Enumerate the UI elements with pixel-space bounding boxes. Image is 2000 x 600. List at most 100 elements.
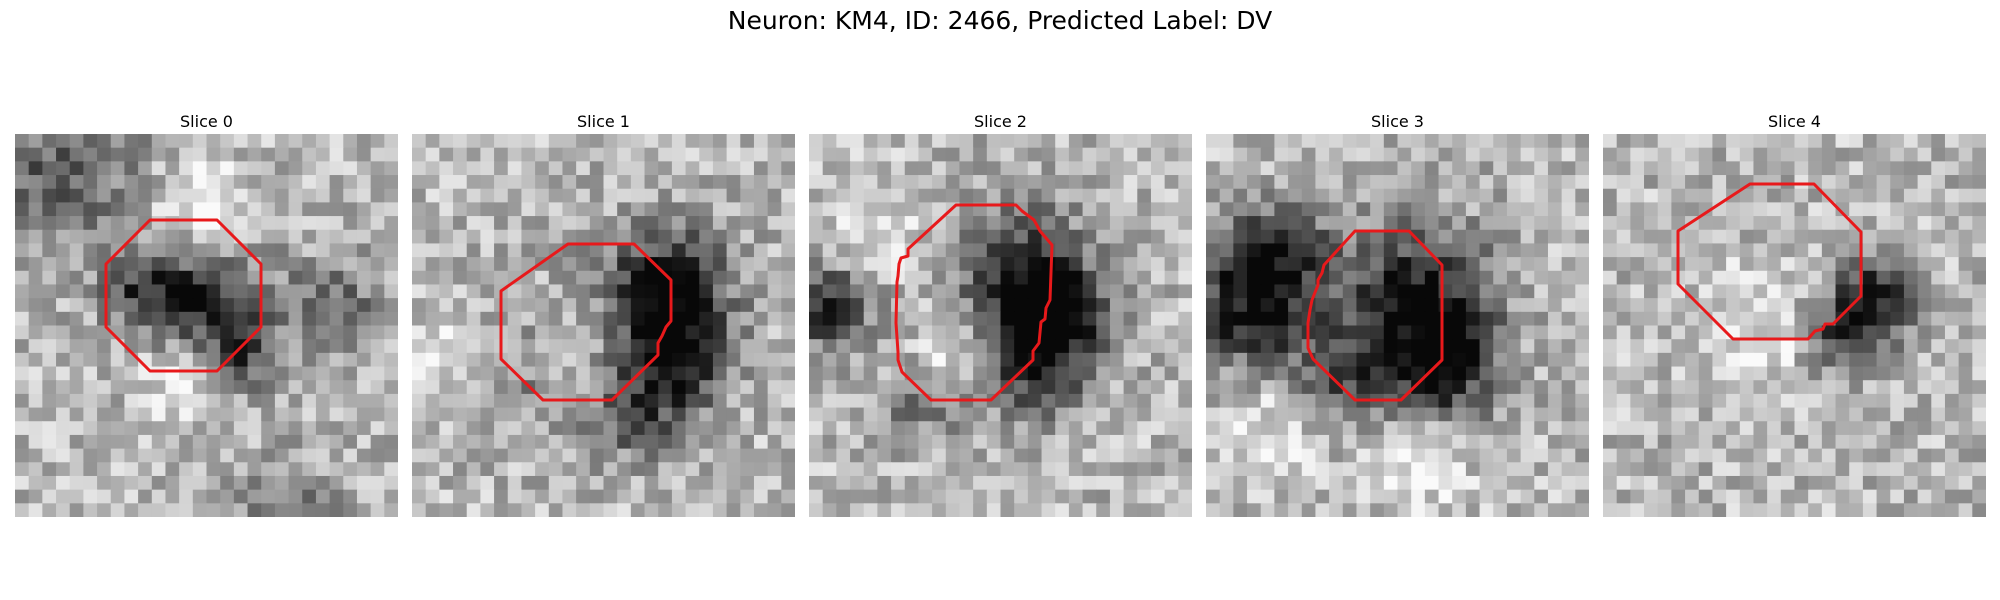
pixel [1137, 475, 1152, 491]
pixel [671, 229, 687, 245]
pixel [97, 434, 112, 450]
pixel [1493, 229, 1508, 245]
pixel [617, 175, 632, 190]
pixel [1657, 229, 1672, 245]
pixel [1767, 434, 1782, 450]
pixel [206, 380, 221, 395]
pixel [1206, 325, 1221, 340]
pixel [945, 298, 961, 313]
pixel [726, 147, 741, 162]
pixel [28, 503, 43, 517]
pixel [507, 202, 523, 217]
pixel [151, 407, 167, 422]
pixel [644, 421, 659, 436]
pixel [453, 352, 468, 368]
pixel [973, 380, 988, 395]
pixel [603, 407, 618, 422]
pixel [192, 229, 208, 245]
pixel [1383, 188, 1399, 203]
pixel [179, 421, 194, 436]
pixel [1082, 134, 1097, 149]
pixel [1644, 161, 1659, 176]
pixel [918, 325, 933, 340]
pixel [822, 352, 837, 368]
pixel [535, 475, 550, 491]
pixel [932, 147, 947, 162]
pixel [986, 147, 1002, 162]
pixel [521, 448, 536, 463]
pixel [1233, 325, 1248, 340]
pixel [630, 339, 646, 354]
pixel [1260, 462, 1275, 477]
pixel [740, 188, 755, 203]
pixel [1575, 475, 1589, 491]
pixel [412, 134, 427, 149]
pixel [1123, 462, 1138, 477]
pixel [1890, 216, 1905, 231]
pixel [315, 489, 331, 504]
pixel [343, 393, 358, 409]
pixel [562, 175, 577, 190]
pixel [1903, 339, 1919, 354]
pixel [343, 134, 358, 149]
pixel [56, 270, 71, 286]
pixel [1493, 380, 1508, 395]
pixel [138, 229, 153, 245]
pixel [1164, 161, 1179, 176]
pixel [740, 229, 755, 245]
pixel [329, 270, 344, 286]
pixel [699, 188, 714, 203]
pixel [904, 339, 920, 354]
pixel [1247, 161, 1262, 176]
pixel [945, 175, 961, 190]
pixel [1575, 380, 1589, 395]
pixel [151, 161, 167, 176]
pixel [97, 284, 112, 299]
pixel [850, 393, 865, 409]
pixel [836, 202, 851, 217]
pixel [69, 257, 84, 272]
pixel [1808, 270, 1823, 286]
pixel [877, 462, 892, 477]
pixel [1657, 311, 1672, 327]
pixel [1150, 243, 1166, 258]
pixel [535, 270, 550, 286]
pixel [507, 311, 523, 327]
pixel [356, 270, 372, 286]
pixel [1698, 216, 1714, 231]
pixel [1041, 339, 1056, 354]
pixel [1821, 161, 1837, 176]
pixel [1123, 216, 1138, 231]
pixel [1561, 311, 1576, 327]
pixel [56, 489, 71, 504]
pixel [576, 134, 591, 149]
pixel [671, 134, 687, 149]
pixel [1903, 311, 1919, 327]
pixel [726, 298, 741, 313]
pixel [28, 475, 43, 491]
pixel [1698, 147, 1714, 162]
pixel [576, 188, 591, 203]
pixel [1424, 503, 1440, 517]
pixel [1712, 339, 1727, 354]
pixel [850, 434, 865, 450]
pixel [1958, 352, 1973, 368]
pixel [850, 284, 865, 299]
pixel [1958, 298, 1973, 313]
pixel [1972, 380, 1986, 395]
pixel [56, 366, 71, 381]
pixel [671, 366, 687, 381]
pixel [56, 325, 71, 340]
pixel [945, 503, 961, 517]
pixel [521, 393, 536, 409]
pixel [1370, 352, 1385, 368]
pixel [1424, 243, 1440, 258]
pixel [1123, 352, 1138, 368]
pixel [439, 352, 454, 368]
pixel [1903, 175, 1919, 190]
pixel [247, 448, 262, 463]
pixel [15, 202, 30, 217]
pixel [1753, 229, 1768, 245]
pixel [1137, 161, 1152, 176]
pixel [863, 503, 878, 517]
